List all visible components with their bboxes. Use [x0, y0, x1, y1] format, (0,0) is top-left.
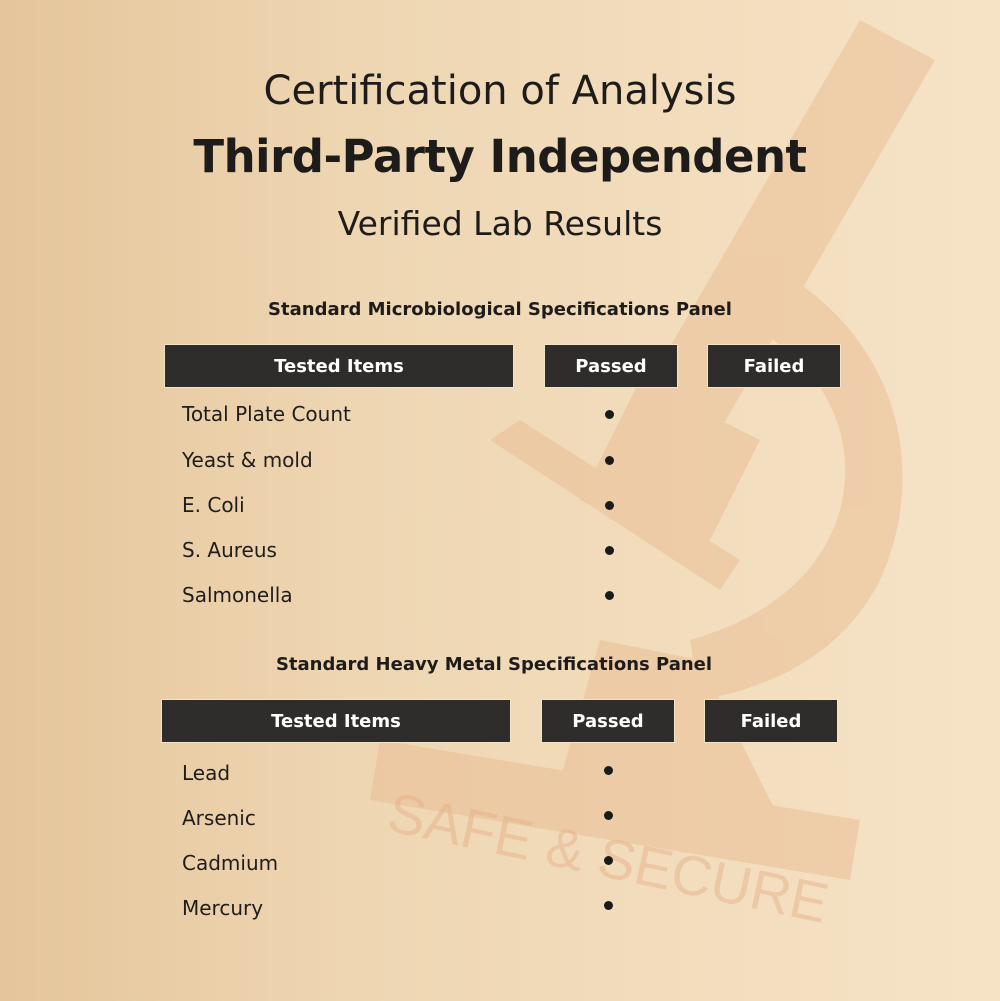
passed-dot: [605, 410, 614, 419]
passed-dot: [605, 501, 614, 510]
panel-title-heavy-metal: Standard Heavy Metal Specifications Pane…: [275, 654, 713, 675]
tested-item: Total Plate Count: [182, 402, 351, 426]
passed-dot: [605, 546, 614, 555]
passed-dot: [604, 901, 613, 910]
passed-dot: [605, 591, 614, 600]
title-line3: Verified Lab Results: [337, 204, 663, 243]
header-tested-items: Tested Items: [162, 700, 510, 742]
title-line2: Third-Party Independent: [193, 130, 807, 183]
tested-item: Yeast & mold: [182, 448, 313, 472]
passed-dot: [604, 856, 613, 865]
header-passed: Passed: [542, 700, 674, 742]
title-line1: Certification of Analysis: [263, 68, 737, 114]
passed-dot: [604, 766, 613, 775]
tested-item: Lead: [182, 761, 231, 785]
tested-item: Salmonella: [182, 583, 293, 607]
header-failed: Failed: [705, 700, 837, 742]
tested-item: Arsenic: [182, 806, 256, 830]
tested-item: E. Coli: [182, 493, 245, 517]
header-passed: Passed: [545, 345, 677, 387]
header-tested-items: Tested Items: [165, 345, 513, 387]
tested-item: Mercury: [182, 896, 264, 920]
tested-item: S. Aureus: [182, 538, 277, 562]
header-failed: Failed: [708, 345, 840, 387]
passed-dot: [604, 811, 613, 820]
tested-item: Cadmium: [182, 851, 279, 875]
passed-dot: [605, 456, 614, 465]
panel-title-microbiological: Standard Microbiological Specifications …: [268, 299, 732, 320]
